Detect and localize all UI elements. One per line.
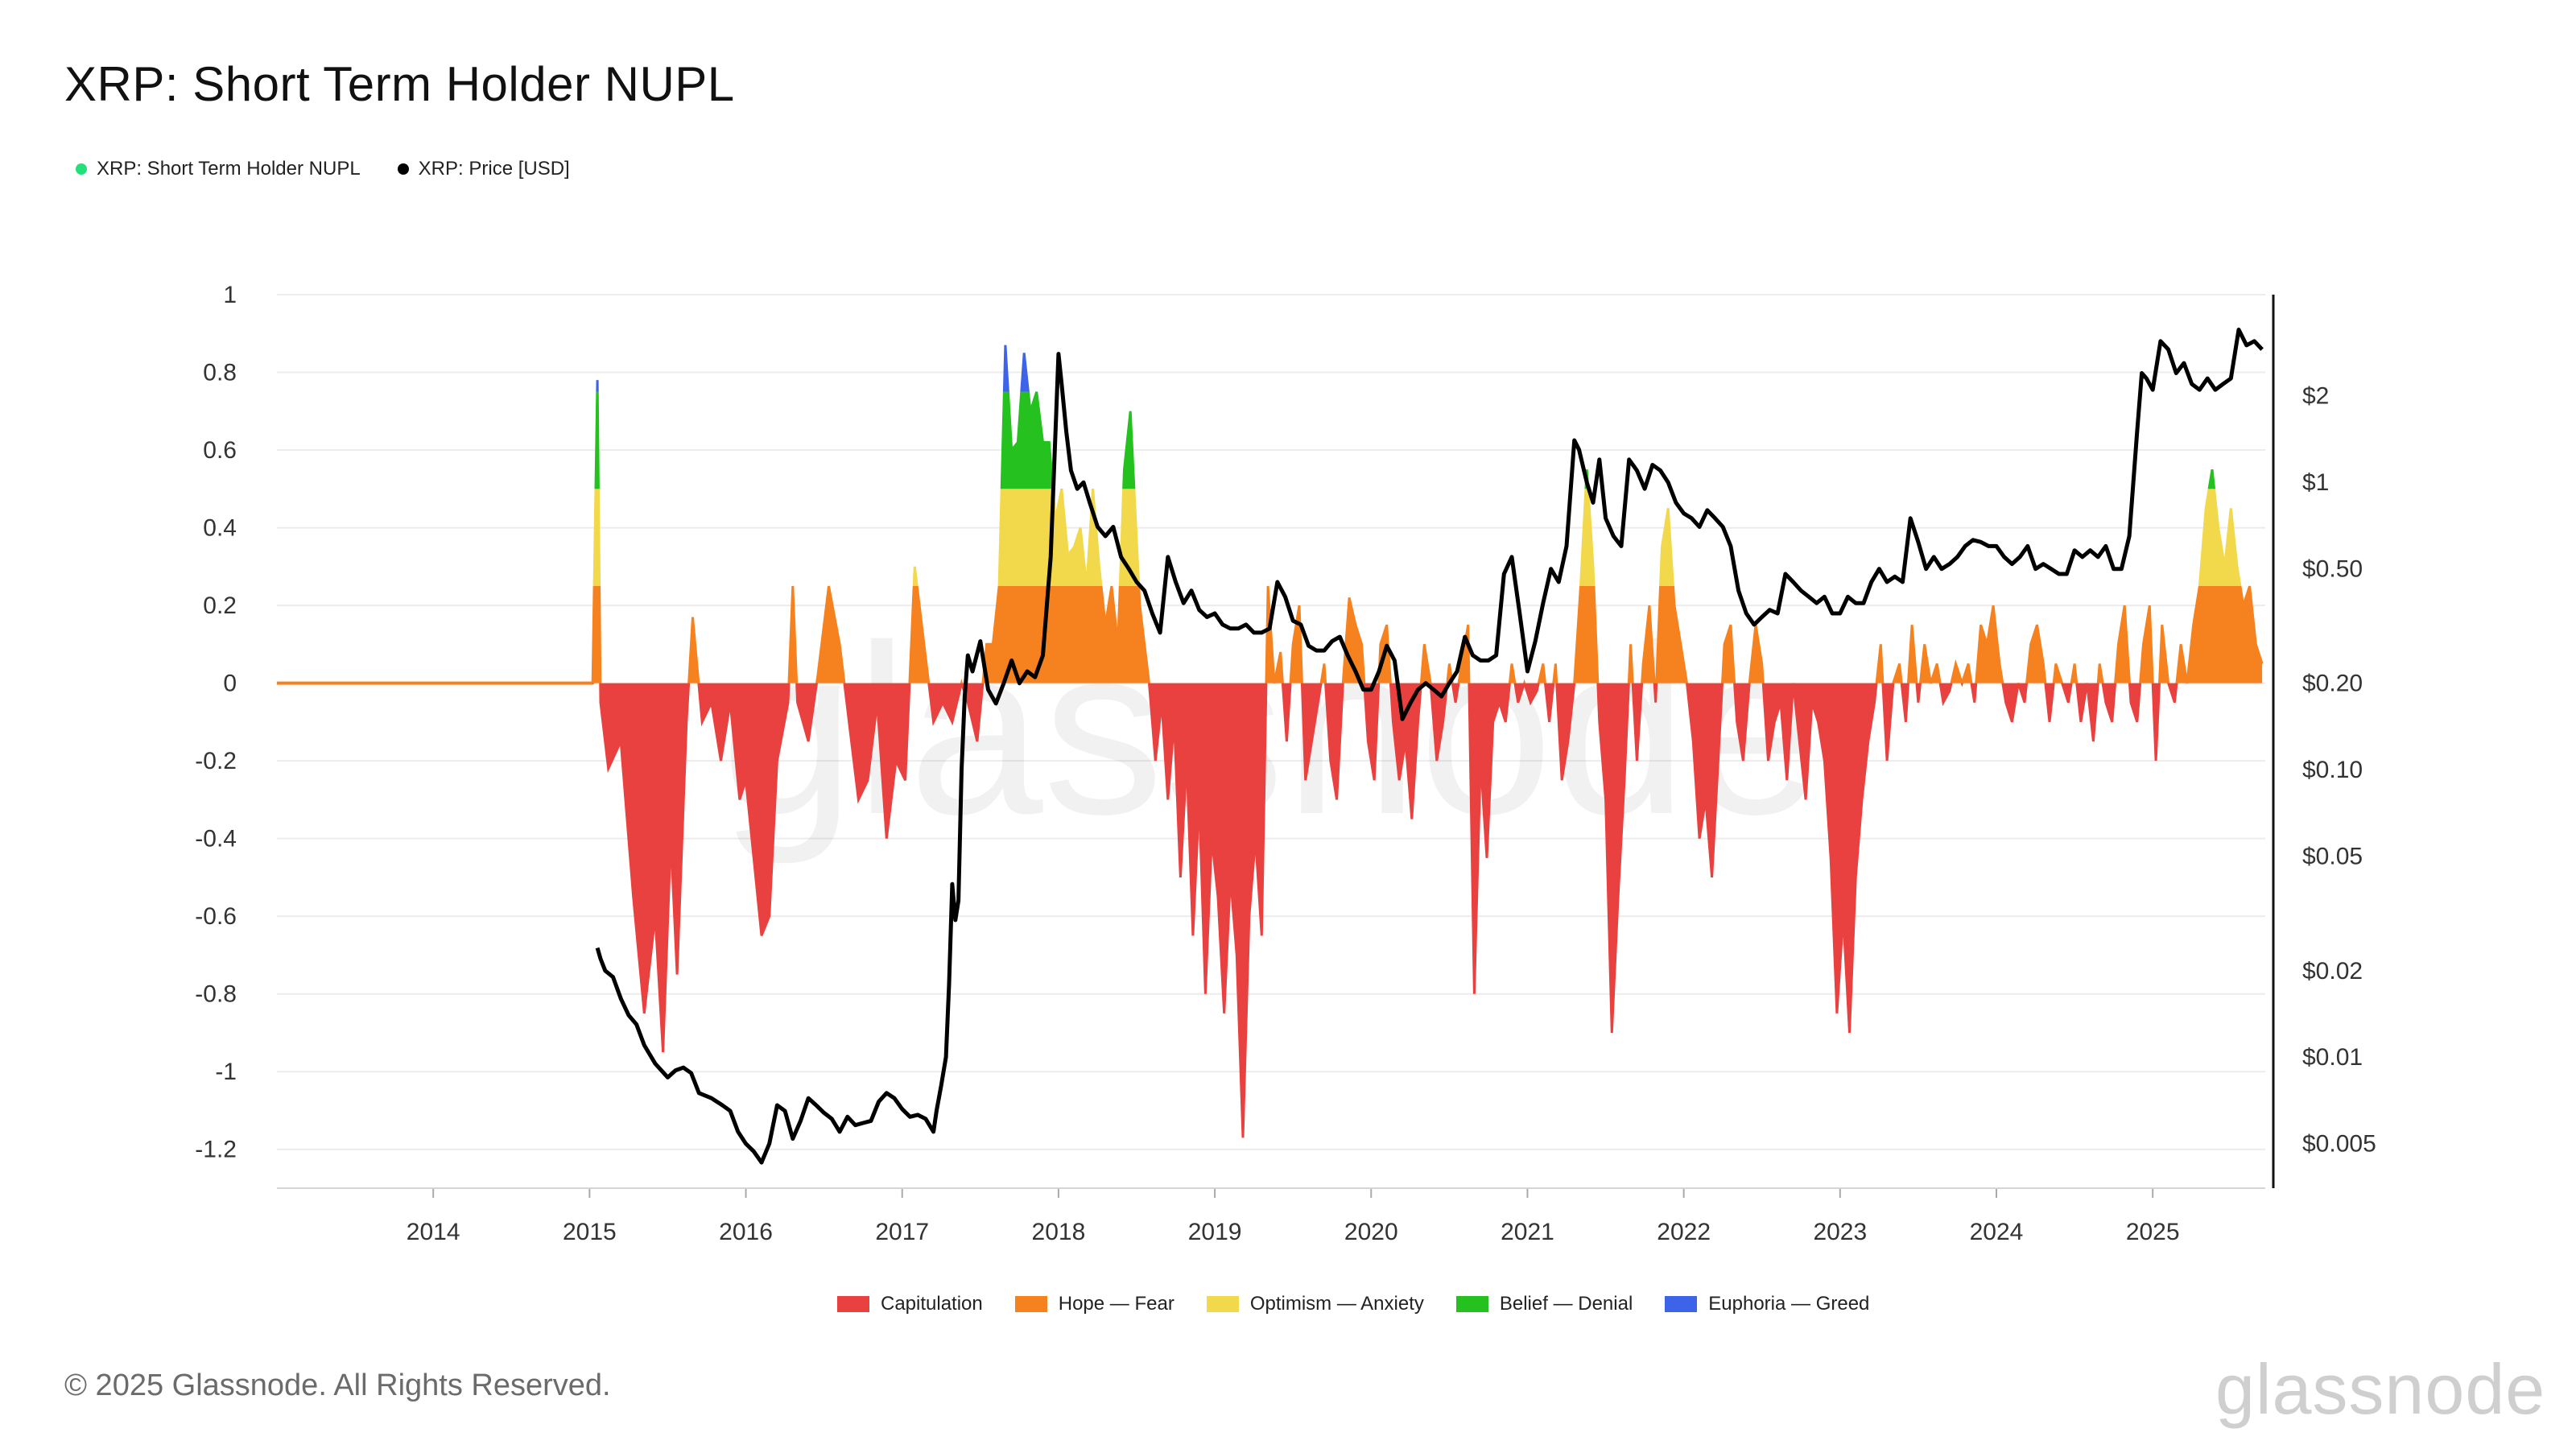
x-tick-label: 2017 bbox=[875, 1219, 929, 1245]
swatch-icon bbox=[1014, 1296, 1047, 1312]
x-tick-label: 2019 bbox=[1188, 1219, 1242, 1245]
legend-label: XRP: Short Term Holder NUPL bbox=[97, 158, 361, 180]
legend-label: Euphoria — Greed bbox=[1708, 1293, 1870, 1315]
price-line bbox=[595, 328, 2264, 1165]
legend-label: Capitulation bbox=[881, 1293, 983, 1315]
y-tick-label: -1.2 bbox=[195, 1137, 237, 1163]
dot-icon bbox=[76, 163, 87, 175]
legend-item-euphoria-greed[interactable]: Euphoria — Greed bbox=[1665, 1293, 1869, 1315]
legend-item-capitulation[interactable]: Capitulation bbox=[837, 1293, 983, 1315]
chart-title: XRP: Short Term Holder NUPL bbox=[64, 57, 735, 111]
dot-icon bbox=[397, 163, 409, 175]
x-tick-label: 2020 bbox=[1344, 1219, 1398, 1245]
y-right-tick-label: $0.05 bbox=[2302, 844, 2363, 870]
nupl-line-zone bbox=[277, 585, 2264, 683]
y-tick-label: -0.4 bbox=[195, 826, 237, 852]
y-right-tick-label: $0.005 bbox=[2302, 1131, 2376, 1158]
swatch-icon bbox=[1665, 1296, 1698, 1312]
legend-label: XRP: Price [USD] bbox=[418, 158, 570, 180]
y-right-tick-label: $0.02 bbox=[2302, 958, 2363, 985]
x-tick-label: 2021 bbox=[1501, 1219, 1554, 1245]
y-tick-label: 1 bbox=[223, 282, 237, 308]
legend-item-belief-denial[interactable]: Belief — Denial bbox=[1455, 1293, 1633, 1315]
nupl-area-zone bbox=[277, 683, 2263, 1138]
x-tick-label: 2015 bbox=[563, 1219, 617, 1245]
copyright-text: © 2025 Glassnode. All Rights Reserved. bbox=[64, 1368, 611, 1402]
nupl-line-zone bbox=[277, 683, 2189, 1138]
legend-item-nupl[interactable]: XRP: Short Term Holder NUPL bbox=[76, 158, 361, 180]
y-right-tick-label: $1 bbox=[2302, 469, 2329, 496]
top-legend: XRP: Short Term Holder NUPL XRP: Price [… bbox=[76, 158, 570, 180]
x-tick-label: 2014 bbox=[407, 1219, 460, 1245]
swatch-icon bbox=[1455, 1296, 1488, 1312]
nupl-area-zone bbox=[594, 489, 2240, 586]
y-tick-label: -0.2 bbox=[195, 748, 237, 774]
y-tick-label: 0 bbox=[223, 671, 237, 697]
legend-label: Hope — Fear bbox=[1058, 1293, 1174, 1315]
y-tick-label: 0.2 bbox=[203, 592, 237, 619]
bottom-legend: Capitulation Hope — Fear Optimism — Anxi… bbox=[837, 1293, 1869, 1315]
y-right-tick-label: $0.20 bbox=[2302, 671, 2363, 697]
swatch-icon bbox=[1206, 1296, 1239, 1312]
legend-item-hope-fear[interactable]: Hope — Fear bbox=[1014, 1293, 1174, 1315]
y-right-tick-label: $0.50 bbox=[2302, 556, 2363, 583]
glassnode-logo: glassnode bbox=[2215, 1349, 2546, 1429]
y-right-tick-label: $2 bbox=[2302, 383, 2329, 410]
y-right-tick-label: $0.01 bbox=[2302, 1044, 2363, 1071]
y-tick-label: -0.6 bbox=[195, 903, 237, 930]
x-tick-label: 2025 bbox=[2126, 1219, 2180, 1245]
legend-item-price[interactable]: XRP: Price [USD] bbox=[397, 158, 570, 180]
x-tick-label: 2018 bbox=[1032, 1219, 1086, 1245]
y-tick-label: 0.8 bbox=[203, 360, 237, 386]
y-tick-label: 0.6 bbox=[203, 437, 237, 464]
y-tick-label: 0.4 bbox=[203, 515, 237, 542]
y-tick-label: -1 bbox=[215, 1059, 237, 1085]
x-tick-label: 2024 bbox=[1970, 1219, 2024, 1245]
legend-label: Optimism — Anxiety bbox=[1249, 1293, 1424, 1315]
y-right-tick-label: $0.10 bbox=[2302, 757, 2363, 783]
x-tick-label: 2023 bbox=[1813, 1219, 1867, 1245]
swatch-icon bbox=[837, 1296, 869, 1312]
nupl-area-zone bbox=[277, 585, 2263, 683]
x-tick-label: 2022 bbox=[1657, 1219, 1711, 1245]
x-tick-label: 2016 bbox=[719, 1219, 773, 1245]
y-tick-label: -0.8 bbox=[195, 981, 237, 1008]
legend-label: Belief — Denial bbox=[1499, 1293, 1633, 1315]
legend-item-optimism-anxiety[interactable]: Optimism — Anxiety bbox=[1206, 1293, 1424, 1315]
